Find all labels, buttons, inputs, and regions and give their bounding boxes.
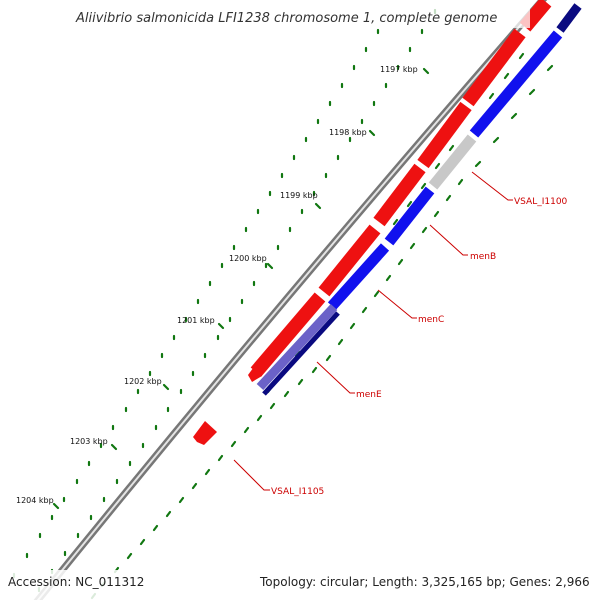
label-leaders xyxy=(233,171,513,491)
gene-label-menb[interactable]: menB xyxy=(470,252,496,262)
forward-gene-feature[interactable] xyxy=(318,224,381,297)
forward-gene-feature[interactable] xyxy=(417,101,472,169)
reverse-gene-feature[interactable] xyxy=(384,186,435,246)
forward-gene-arrowhead[interactable] xyxy=(248,364,262,382)
ruler-label: 1203 kbp xyxy=(70,437,108,446)
footer-backdrop xyxy=(0,570,600,600)
forward-gene-feature-vsal-i1105[interactable] xyxy=(193,421,217,445)
major-ticks xyxy=(52,67,430,510)
forward-gene-feature[interactable] xyxy=(462,28,526,107)
gene-label-menc[interactable]: menC xyxy=(418,315,444,325)
forward-strand-features[interactable] xyxy=(193,0,552,445)
reverse-gene-feature-dark[interactable] xyxy=(262,311,340,396)
kbp-ruler-labels: 1197 kbp 1198 kbp 1199 kbp 1200 kbp 1201… xyxy=(16,65,418,505)
ruler-label: 1202 kbp xyxy=(124,377,162,386)
reverse-gene-feature-dark[interactable] xyxy=(556,3,582,33)
ruler-label: 1201 kbp xyxy=(177,316,215,325)
genome-summary-text: Topology: circular; Length: 3,325,165 bp… xyxy=(259,575,590,589)
reverse-gene-feature[interactable] xyxy=(469,30,563,138)
map-title: Aliivibrio salmonicida LFI1238 chromosom… xyxy=(75,11,497,26)
forward-gene-feature[interactable] xyxy=(373,163,426,227)
gene-labels[interactable]: VSAL_I1100 menB menC menE VSAL_I1105 xyxy=(271,197,568,497)
genome-backbone-highlight xyxy=(36,0,544,600)
pseudo-gene-feature[interactable] xyxy=(428,134,477,190)
ruler-label: 1199 kbp xyxy=(280,191,318,200)
reverse-gene-feature[interactable] xyxy=(327,243,390,310)
reverse-strand-features[interactable] xyxy=(256,3,582,396)
gene-label-mene[interactable]: menE xyxy=(356,390,382,400)
gene-label-vsal-i1100[interactable]: VSAL_I1100 xyxy=(514,197,568,207)
accession-text: Accession: NC_011312 xyxy=(8,575,144,589)
forward-gene-feature[interactable] xyxy=(250,292,326,377)
ruler-label: 1200 kbp xyxy=(229,254,267,263)
reverse-gene-feature-light[interactable] xyxy=(256,303,338,391)
outer-tick-ring xyxy=(12,8,437,593)
gene-label-vsal-i1105[interactable]: VSAL_I1105 xyxy=(271,487,324,497)
title-backdrop xyxy=(70,4,530,28)
ruler-label: 1198 kbp xyxy=(329,128,367,137)
ruler-label: 1204 kbp xyxy=(16,496,54,505)
ruler-label: 1197 kbp xyxy=(380,65,418,74)
